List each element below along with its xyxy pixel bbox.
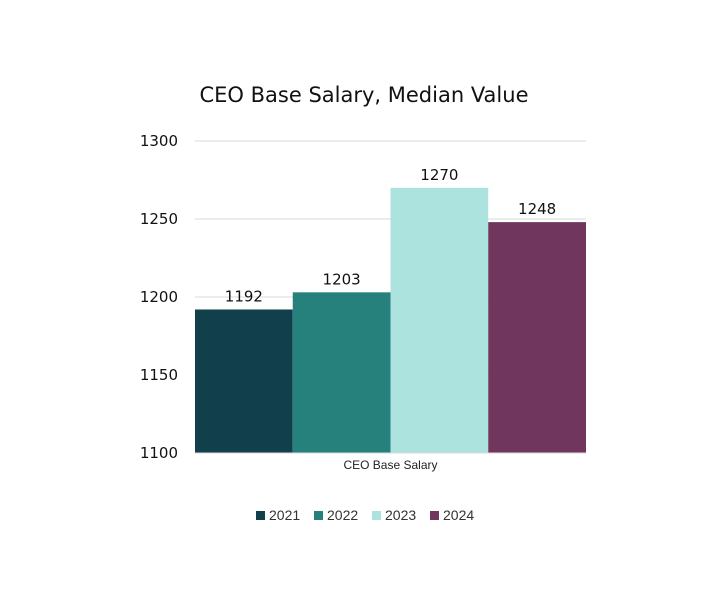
- data-label-2024: 1248: [518, 200, 556, 218]
- legend-swatch-2022: [314, 511, 323, 520]
- category-label: CEO Base Salary: [343, 458, 437, 472]
- y-tick-label: 1300: [140, 132, 178, 150]
- data-label-2023: 1270: [420, 166, 458, 184]
- y-tick-label: 1250: [140, 210, 178, 228]
- bar-2024: [488, 222, 586, 453]
- bars: [195, 187, 586, 454]
- legend-label-2022: 2022: [327, 507, 358, 523]
- legend-label-2024: 2024: [443, 507, 474, 523]
- data-label-2021: 1192: [225, 287, 263, 305]
- legend-label-2023: 2023: [385, 507, 416, 523]
- chart-title: CEO Base Salary, Median Value: [200, 83, 529, 107]
- bar-2022: [292, 292, 391, 453]
- legend: 2021 2022 2023 2024: [256, 507, 474, 523]
- bar-2023: [390, 187, 489, 454]
- bar-2021: [195, 309, 293, 453]
- legend-swatch-2023: [372, 511, 381, 520]
- y-tick-label: 1200: [140, 288, 178, 306]
- y-tick-label: 1100: [140, 444, 178, 462]
- data-label-2022: 1203: [323, 270, 361, 288]
- y-tick-label: 1150: [140, 366, 178, 384]
- legend-swatch-2024: [430, 511, 439, 520]
- data-labels: 1192 1203 1270 1248: [225, 166, 556, 306]
- y-axis-ticks: 1100 1150 1200 1250 1300: [140, 132, 178, 462]
- legend-label-2021: 2021: [269, 507, 300, 523]
- legend-swatch-2021: [256, 511, 265, 520]
